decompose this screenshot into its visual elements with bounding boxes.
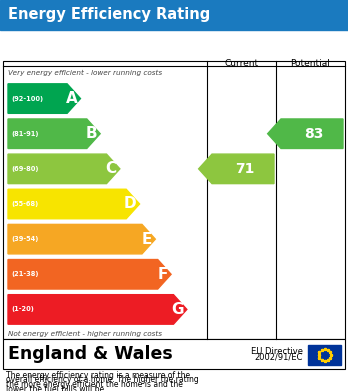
Bar bbox=[308, 345, 341, 365]
Polygon shape bbox=[8, 154, 120, 184]
Text: F: F bbox=[158, 267, 168, 282]
Polygon shape bbox=[8, 295, 187, 324]
Text: (1-20): (1-20) bbox=[11, 307, 34, 312]
Text: 83: 83 bbox=[304, 127, 324, 141]
Text: lower the fuel bills will be.: lower the fuel bills will be. bbox=[6, 385, 106, 391]
Polygon shape bbox=[8, 84, 80, 113]
Text: (92-100): (92-100) bbox=[11, 95, 43, 102]
Polygon shape bbox=[8, 189, 140, 219]
Text: (69-80): (69-80) bbox=[11, 166, 39, 172]
Text: Not energy efficient - higher running costs: Not energy efficient - higher running co… bbox=[8, 331, 162, 337]
Polygon shape bbox=[8, 119, 100, 149]
Text: the more energy efficient the home is and the: the more energy efficient the home is an… bbox=[6, 380, 183, 389]
Bar bbox=[3, 339, 345, 369]
Text: D: D bbox=[124, 197, 136, 212]
Text: Current: Current bbox=[224, 59, 259, 68]
Text: G: G bbox=[171, 302, 184, 317]
Polygon shape bbox=[8, 224, 155, 254]
Text: Potential: Potential bbox=[291, 59, 331, 68]
Text: B: B bbox=[86, 126, 97, 141]
Bar bbox=[0, 0, 348, 30]
Text: The energy efficiency rating is a measure of the: The energy efficiency rating is a measur… bbox=[6, 371, 190, 380]
Text: E: E bbox=[142, 231, 152, 247]
Text: Very energy efficient - lower running costs: Very energy efficient - lower running co… bbox=[8, 70, 162, 76]
Text: (21-38): (21-38) bbox=[11, 271, 39, 277]
Text: (81-91): (81-91) bbox=[11, 131, 39, 137]
Text: (39-54): (39-54) bbox=[11, 236, 38, 242]
Polygon shape bbox=[8, 260, 171, 289]
Polygon shape bbox=[268, 119, 343, 149]
Text: A: A bbox=[66, 91, 78, 106]
Text: 71: 71 bbox=[235, 162, 255, 176]
Polygon shape bbox=[199, 154, 274, 184]
Text: C: C bbox=[106, 161, 117, 176]
Text: England & Wales: England & Wales bbox=[8, 345, 173, 363]
Bar bbox=[3, 61, 345, 339]
Text: (55-68): (55-68) bbox=[11, 201, 38, 207]
Text: 2002/91/EC: 2002/91/EC bbox=[255, 353, 303, 362]
Text: Energy Efficiency Rating: Energy Efficiency Rating bbox=[8, 7, 210, 23]
Text: overall efficiency of a home. The higher the rating: overall efficiency of a home. The higher… bbox=[6, 375, 199, 384]
Text: EU Directive: EU Directive bbox=[251, 346, 303, 355]
